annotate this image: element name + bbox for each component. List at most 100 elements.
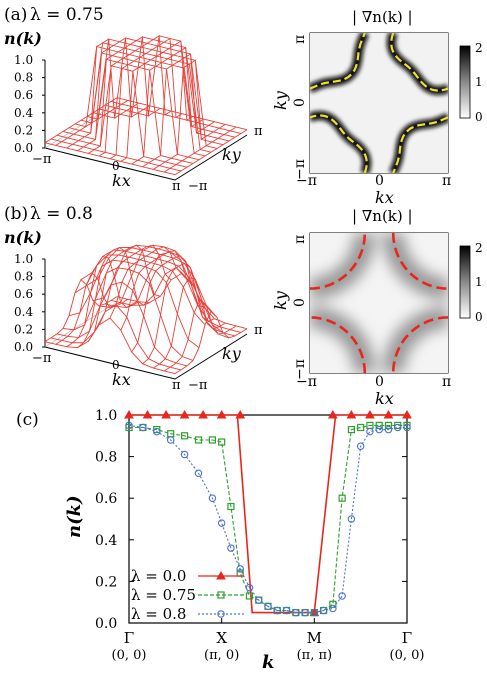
panel-c-label: (c) [16, 410, 39, 430]
data-point [264, 602, 272, 611]
z-tick-label: 0.8 [14, 71, 33, 85]
panel-c: (c) 0.00.20.40.60.81.0Γ(0, 0)X(π, 0)M(π,… [16, 408, 424, 673]
data-point [310, 608, 319, 617]
data-point [384, 421, 393, 429]
mesh-line-kx [142, 53, 215, 168]
panel-b-map-title: | ∇n(k) | [352, 207, 413, 225]
panel-b-colorbar-tick-0: 0 [475, 310, 483, 324]
panel-a-surface-mesh [44, 35, 248, 181]
mesh-line-ky [104, 35, 236, 138]
panel-b-map-x-tick-max: π [442, 374, 451, 390]
panel-b-map-y-tick-zero: 0 [292, 298, 308, 307]
panel-b-surface-mesh [44, 244, 248, 380]
panel-a: (a) λ = 0.75 n(k) 0.00.20.40.60.81.0 −π … [4, 5, 483, 207]
panel-b-map-x-tick-zero: 0 [375, 374, 384, 390]
fermi-surface-line [390, 33, 448, 92]
data-point [181, 432, 189, 440]
panel-a-colorbar-tick-2: 2 [475, 41, 483, 55]
data-point [383, 409, 394, 419]
panel-b-kx-tick-zero: 0 [112, 358, 120, 372]
data-point [245, 592, 254, 600]
y-tick-label: 0.6 [95, 491, 117, 507]
x-tick-sublabel: (π, π) [297, 648, 333, 663]
panel-a-ky-tick-max: π [254, 124, 263, 139]
panel-a-map-x-tick-zero: 0 [375, 173, 384, 189]
data-point [282, 606, 291, 615]
mesh-line-ky [110, 101, 242, 134]
data-point [329, 600, 337, 608]
data-point [208, 436, 216, 444]
fermi-surface-line [310, 114, 368, 173]
data-point [357, 423, 365, 432]
z-tick-label: 0.6 [14, 88, 33, 102]
panel-b: (b) λ = 0.8 n(k) 0.0 0.2 0.4 0.6 0.8 1.0 −π 0… [4, 204, 483, 408]
panel-b-kx-tick-min: −π [32, 351, 52, 366]
data-point [356, 442, 365, 450]
legend-label: λ = 0.8 [131, 605, 186, 623]
x-tick-label: Γ [124, 629, 134, 647]
mesh-line-kx [163, 126, 237, 173]
mesh-line-ky [110, 266, 242, 333]
panel-c-plot-frame [128, 414, 408, 624]
mesh-line-ky [104, 251, 236, 337]
data-point [125, 421, 133, 430]
panel-a-kx-label: kx [112, 171, 131, 190]
z-tick-label: 0.2 [14, 123, 33, 137]
y-tick-label: 0.2 [95, 574, 117, 590]
data-point [142, 409, 153, 419]
panel-b-kx-label: kx [112, 370, 131, 389]
panel-a-map-x-tick-min: −π [296, 173, 317, 189]
panel-a-kx-tick-max: π [172, 179, 181, 194]
z-tick-label: 0.0 [14, 141, 33, 155]
data-point [366, 427, 374, 436]
y-tick-label: 0.4 [95, 533, 117, 549]
data-point [402, 409, 412, 419]
fermi-surface-line [310, 33, 366, 90]
panel-b-label: (b) [4, 204, 28, 224]
data-point [161, 409, 171, 419]
panel-a-kx-tick-min: −π [32, 152, 52, 167]
series-line [129, 424, 407, 614]
panel-b-map-y-tick-min: −π [292, 359, 308, 380]
data-point [254, 596, 263, 604]
data-point [375, 425, 383, 434]
data-point [319, 606, 328, 615]
data-point [347, 425, 355, 434]
data-point [227, 502, 235, 511]
panel-a-map-y-tick-max: π [292, 35, 308, 44]
data-point [292, 608, 300, 617]
data-point [236, 565, 244, 573]
data-point [179, 409, 190, 419]
data-point [227, 544, 235, 552]
panel-a-map-image [310, 33, 448, 173]
data-point [180, 450, 189, 459]
mesh-line-ky [62, 267, 194, 361]
panel-a-surface-ylabel: n(k) [4, 29, 42, 48]
data-point [217, 591, 225, 599]
panel-a-map-y-tick-zero: 0 [292, 98, 308, 107]
panel-a-lambda: λ = 0.75 [30, 5, 104, 25]
panel-a-ky-label: ky [222, 145, 242, 164]
panel-b-z-ticks: 0.0 0.2 0.4 0.6 0.8 1.0 [14, 252, 46, 354]
panel-a-kx-tick-zero: 0 [112, 159, 120, 173]
data-point [365, 409, 375, 419]
z-tick-label: 0.4 [14, 106, 33, 120]
panel-a-z-ticks: 0.0 0.2 0.4 0.6 0.8 1.0 [14, 53, 46, 155]
panel-a-map-x-tick-max: π [442, 173, 451, 189]
panel-b-colorbar [459, 245, 471, 319]
panel-b-map-ylabel: ky [271, 290, 290, 310]
data-point [217, 519, 226, 527]
panel-c-series [124, 409, 412, 617]
panel-a-map-ylabel: ky [271, 90, 290, 110]
mesh-line-ky [116, 97, 248, 131]
panel-b-lambda: λ = 0.8 [30, 204, 93, 224]
series-line [128, 424, 407, 614]
data-point [245, 583, 254, 592]
panel-a-map-y-tick-min: −π [292, 159, 308, 180]
data-point [338, 592, 346, 600]
y-tick-label: 1.0 [95, 408, 117, 424]
mesh-line-kx [174, 310, 248, 375]
panel-b-ky-tick-min: −π [188, 378, 208, 393]
z-tick-label: 1.0 [14, 53, 33, 67]
